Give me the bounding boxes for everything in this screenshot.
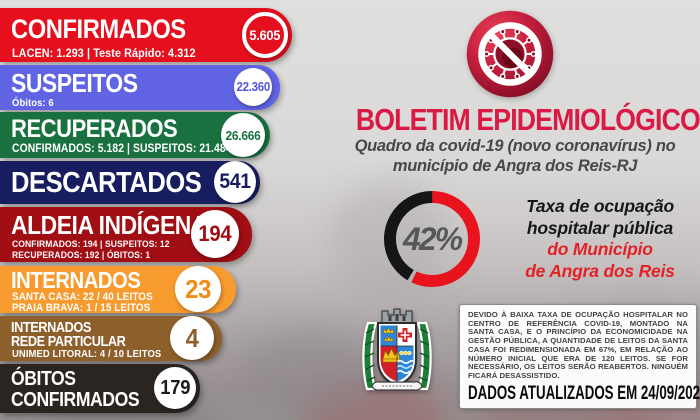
badge-value: 194	[198, 221, 232, 246]
bar-subtitle: CONFIRMADOS: 194 | SUSPEITOS: 12	[12, 239, 170, 250]
no-virus-icon	[466, 10, 554, 98]
notice-text: DEVIDO À BAIXA TAXA DE OCUPAÇÃO HOSPITAL…	[468, 310, 688, 380]
bar-title: INTERNADOS	[11, 267, 141, 293]
badge-value: 23	[184, 273, 212, 304]
bar-title: CONFIRMADOS	[11, 389, 140, 411]
bar-title: SUSPEITOS	[11, 68, 138, 98]
stat-bar-descartados: DESCARTADOS 541	[0, 161, 260, 204]
badge-value: 4	[185, 322, 199, 353]
bar-subtitle: SANTA CASA: 22 / 40 LEITOS	[12, 291, 153, 303]
bar-subtitle: CONFIRMADOS: 5.182 | SUSPEITOS: 21.484	[12, 143, 232, 155]
occupancy-line-2: hospitalar pública	[526, 217, 674, 238]
stat-badge: 23	[175, 266, 221, 312]
stat-badge: 5.605	[242, 12, 288, 58]
badge-value: 541	[219, 170, 251, 193]
donut-chart	[384, 191, 480, 287]
bar-title: ALDEIA INDÍGENA	[11, 210, 207, 240]
badge-value: 26.666	[225, 127, 261, 143]
page-title: BOLETIM EPIDEMIOLÓGICO	[355, 102, 700, 137]
donut-center-value: 42%	[402, 220, 463, 257]
background-blob	[240, 330, 380, 420]
stat-badge: 4	[170, 316, 214, 360]
stat-bar-internados-rede-particular: INTERNADOS REDE PARTICULAR UNIMED LITORA…	[0, 316, 222, 361]
subtitle-line-1: Quadro da covid-19 (novo coronavírus) no	[354, 137, 676, 155]
bar-subtitle: LACEN: 1.293 | Teste Rápido: 4.312	[12, 46, 196, 60]
occupancy-line-1: Taxa de ocupação	[526, 196, 674, 216]
notice-box: DEVIDO À BAIXA TAXA DE OCUPAÇÃO HOSPITAL…	[459, 304, 700, 409]
bar-title: RECUPERADOS	[11, 115, 178, 143]
bar-subtitle: RECUPERADOS: 192 | ÓBITOS: 1	[12, 250, 151, 261]
bar-subtitle: UNIMED LITORAL: 4 / 10 LEITOS	[12, 348, 162, 360]
stat-bar-aldeia-indigena: ALDEIA INDÍGENA CONFIRMADOS: 194 | SUSPE…	[0, 207, 252, 262]
data-updated-label: DADOS ATUALIZADOS EM 24/09/2020	[468, 382, 700, 404]
subtitle-line-2: município de Angra dos Reis-RJ	[392, 156, 638, 175]
bar-subtitle: Óbitos: 6	[12, 97, 54, 109]
occupancy-caption: Taxa de ocupação hospitalar pública do M…	[495, 196, 700, 282]
bar-title: REDE PARTICULAR	[11, 334, 126, 350]
page-subtitle: Quadro da covid-19 (novo coronavírus) no…	[330, 137, 700, 176]
bar-title: CONFIRMADOS	[11, 14, 186, 44]
bar-title: DESCARTADOS	[11, 167, 202, 199]
stat-badge: 22.360	[234, 68, 272, 106]
stat-badge: 194	[191, 210, 239, 258]
bar-title: ÓBITOS	[11, 368, 76, 390]
badge-value: 22.360	[236, 80, 270, 94]
stat-badge: 541	[214, 161, 256, 203]
stat-bar-suspeitos: SUSPEITOS Óbitos: 6 22.360	[0, 65, 280, 110]
stat-bar-internados: INTERNADOS SANTA CASA: 22 / 40 LEITOS PR…	[0, 266, 236, 314]
stat-badge: 179	[154, 367, 196, 409]
occupancy-line-4: de Angra dos Reis	[525, 260, 675, 281]
stat-bar-recuperados: RECUPERADOS CONFIRMADOS: 5.182 | SUSPEIT…	[0, 112, 270, 158]
occupancy-line-3: do Município	[547, 239, 653, 259]
stat-bar-obitos-confirmados: ÓBITOS CONFIRMADOS 179	[0, 364, 200, 413]
bar-subtitle: PRAIA BRAVA: 1 / 15 LEITOS	[12, 302, 151, 314]
badge-value: 5.605	[249, 27, 281, 43]
angra-dos-reis-coat-of-arms-icon	[362, 308, 432, 391]
badge-value: 179	[160, 376, 190, 399]
stat-badge: 26.666	[221, 113, 265, 157]
stat-bar-confirmados: CONFIRMADOS LACEN: 1.293 | Teste Rápido:…	[0, 8, 292, 62]
bar-title: INTERNADOS	[11, 320, 91, 336]
